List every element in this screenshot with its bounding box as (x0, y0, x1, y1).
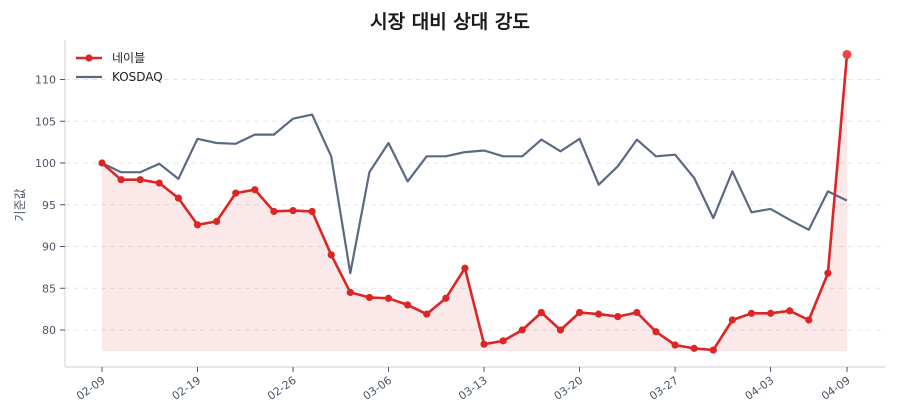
x-tick-label: 03-27 (647, 374, 681, 403)
y-tick-label: 105 (35, 115, 56, 128)
data-point-marker (193, 221, 202, 229)
legend-label: 네이블 (112, 51, 145, 65)
series-fill-area (102, 54, 847, 351)
data-point-marker (346, 288, 354, 297)
data-point-marker (480, 340, 488, 348)
data-point-marker (404, 301, 412, 309)
legend-label: KOSDAQ (112, 70, 163, 84)
y-axis-label: 기준값 (13, 188, 27, 221)
data-point-marker (98, 159, 106, 167)
data-point-marker (213, 217, 221, 226)
data-point-marker (289, 206, 297, 215)
y-tick-label: 110 (35, 74, 56, 87)
data-point-marker (423, 310, 431, 318)
data-point-marker (728, 316, 736, 324)
data-point-marker (174, 194, 183, 202)
y-tick-label: 100 (35, 157, 56, 170)
data-point-marker (842, 49, 852, 59)
data-point-marker (155, 179, 163, 187)
y-tick-label: 95 (42, 199, 56, 212)
data-point-marker (308, 207, 316, 216)
y-tick-label: 80 (42, 324, 56, 337)
data-point-marker (461, 264, 469, 272)
data-point-marker (117, 176, 125, 184)
series-lines (98, 49, 852, 354)
legend: 네이블 KOSDAQ (76, 51, 163, 84)
data-point-marker (690, 344, 698, 352)
chart-title: 시장 대비 상대 강도 (370, 11, 530, 33)
data-point-marker (518, 326, 526, 334)
data-point-marker (805, 316, 813, 324)
data-point-marker (251, 186, 259, 194)
grid-lines (65, 79, 885, 331)
data-point-marker (136, 176, 144, 184)
axes (64, 40, 885, 368)
data-point-marker (232, 189, 240, 197)
data-point-marker (633, 308, 641, 317)
x-tick-label: 02-09 (74, 374, 108, 403)
data-point-marker (652, 328, 660, 336)
data-point-marker (786, 307, 794, 315)
data-point-marker (575, 308, 584, 317)
x-tick-label: 03-06 (361, 374, 395, 403)
data-point-marker (614, 313, 622, 321)
y-tick-label: 90 (42, 241, 56, 254)
data-point-marker (365, 293, 374, 302)
x-tick-label: 02-26 (265, 374, 299, 403)
data-point-marker (537, 308, 545, 317)
data-point-marker (709, 346, 717, 354)
x-axis-ticks: 02-09 02-19 02-26 03-06 03-13 03-20 03-27 04-03… (74, 367, 853, 403)
series-line-kosdaq (101, 113, 848, 275)
data-point-marker (671, 341, 679, 349)
data-point-marker (499, 337, 507, 345)
area-fill (102, 54, 847, 351)
y-tick-label: 85 (42, 282, 56, 295)
data-point-marker (595, 310, 603, 318)
data-point-marker (556, 326, 565, 334)
x-tick-label: 03-20 (552, 374, 586, 403)
data-point-marker (442, 294, 450, 302)
data-point-marker (270, 207, 278, 216)
data-point-marker (747, 309, 756, 317)
y-axis-ticks: 80 85 90 95 100 105 110 (35, 74, 65, 337)
series-line-naible (101, 54, 849, 352)
legend-marker-icon (85, 54, 93, 62)
x-tick-label: 04-03 (743, 374, 777, 403)
data-point-marker (766, 309, 775, 317)
x-tick-label: 03-13 (456, 374, 490, 403)
data-point-marker (824, 269, 832, 277)
x-tick-label: 04-09 (819, 374, 853, 403)
data-point-marker (327, 251, 335, 259)
data-point-marker (384, 294, 393, 302)
x-tick-label: 02-19 (170, 374, 204, 403)
